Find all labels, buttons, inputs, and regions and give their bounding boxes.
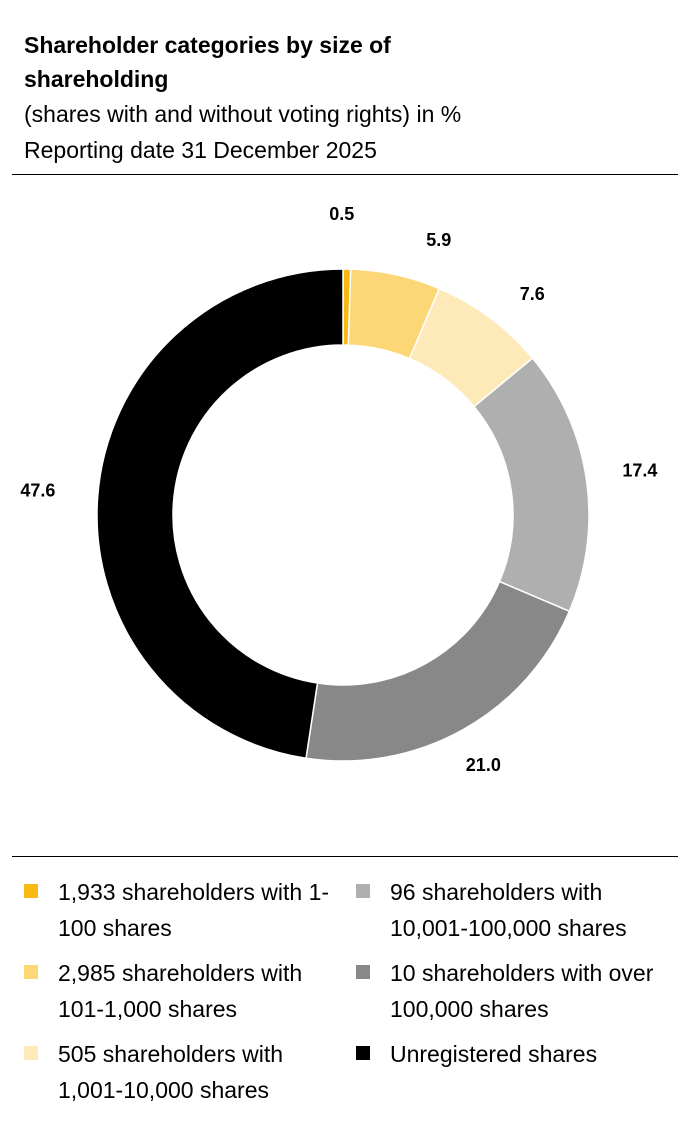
- slice-value-label: 0.5: [329, 204, 354, 224]
- chart-subtitle: (shares with and without voting rights) …: [24, 101, 462, 127]
- legend-item-over-100000: 10 shareholders with over 100,000 shares: [356, 955, 686, 1027]
- donut-slice: [96, 268, 344, 760]
- legend-item-1-100: 1,933 shareholders with 1-100 shares: [24, 874, 354, 946]
- legend-column-right: 96 shareholders with 10,001-100,000 shar…: [356, 874, 686, 1117]
- slice-value-label: 5.9: [426, 230, 451, 250]
- slice-value-label: 21.0: [466, 755, 501, 775]
- legend-column-left: 1,933 shareholders with 1-100 shares 2,9…: [24, 874, 354, 1117]
- bottom-divider: [12, 856, 678, 857]
- legend-swatch: [356, 884, 370, 898]
- slice-value-label: 17.4: [622, 461, 657, 481]
- legend-swatch: [356, 1046, 370, 1060]
- top-divider: [12, 174, 678, 175]
- legend-label: 2,985 shareholders with 101-1,000 shares: [58, 960, 303, 1022]
- legend-swatch: [24, 884, 38, 898]
- legend-item-101-1000: 2,985 shareholders with 101-1,000 shares: [24, 955, 354, 1027]
- chart-header: Shareholder categories by size of shareh…: [24, 28, 674, 168]
- chart-title: Shareholder categories by size of shareh…: [24, 32, 391, 92]
- legend-swatch: [24, 965, 38, 979]
- donut-slice: [472, 357, 590, 613]
- slice-value-label: 7.6: [520, 284, 545, 304]
- legend-label: 10 shareholders with over 100,000 shares: [390, 960, 654, 1022]
- legend-item-1001-10000: 505 shareholders with 1,001-10,000 share…: [24, 1036, 354, 1108]
- legend-label: 505 shareholders with 1,001-10,000 share…: [58, 1041, 284, 1103]
- legend-swatch: [356, 965, 370, 979]
- reporting-date: Reporting date 31 December 2025: [24, 137, 377, 163]
- legend-label: Unregistered shares: [390, 1041, 598, 1067]
- legend-label: 1,933 shareholders with 1-100 shares: [58, 879, 330, 941]
- legend-item-10001-100000: 96 shareholders with 10,001-100,000 shar…: [356, 874, 686, 946]
- legend-swatch: [24, 1046, 38, 1060]
- donut-slice: [305, 580, 571, 762]
- slice-value-label: 47.6: [20, 481, 55, 501]
- legend-item-unregistered: Unregistered shares: [356, 1036, 686, 1108]
- legend-label: 96 shareholders with 10,001-100,000 shar…: [390, 879, 627, 941]
- donut-chart: 0.5 5.9 7.6 17.4 21.0 47.6: [20, 204, 657, 775]
